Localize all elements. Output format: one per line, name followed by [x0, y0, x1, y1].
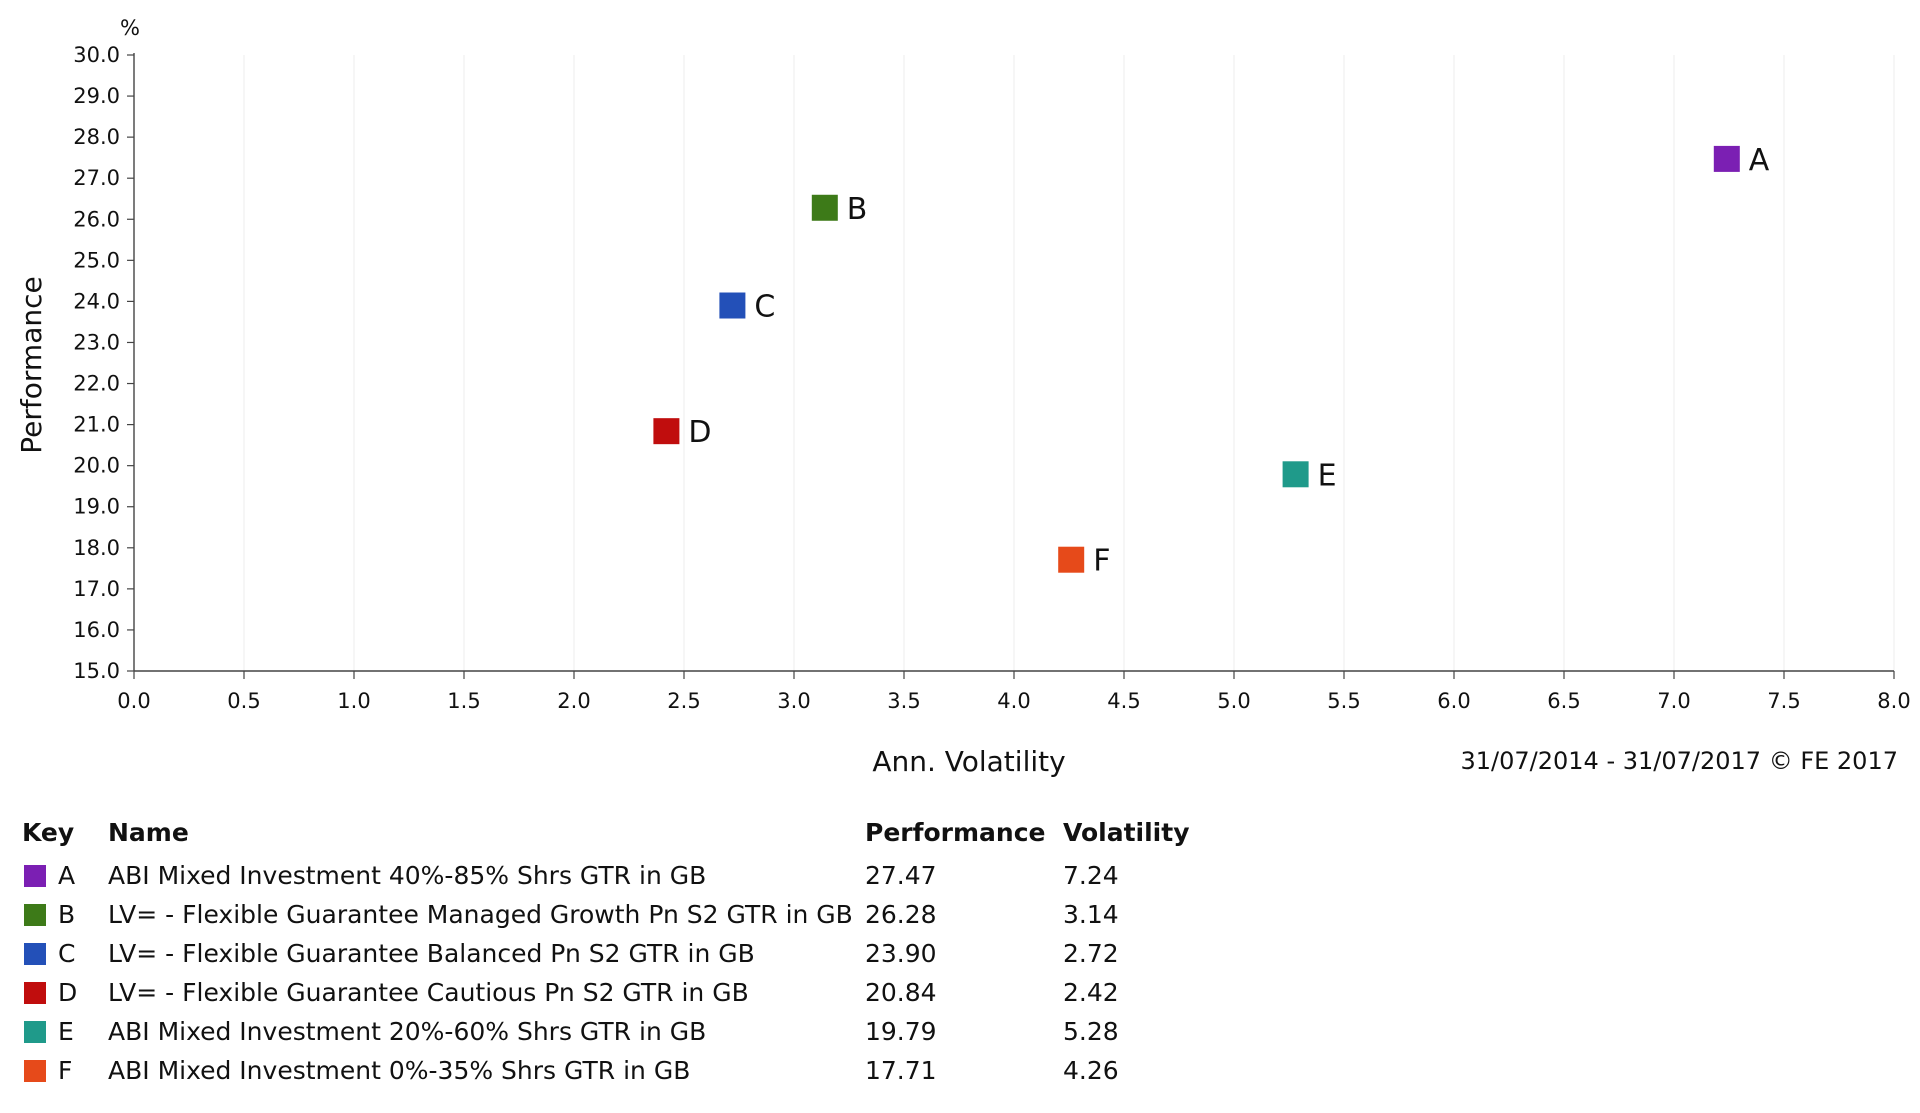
y-tick-label: 21.0 — [73, 413, 120, 437]
row-volatility: 3.14 — [1063, 900, 1119, 929]
scatter-chart: 0.0 0.5 1.0 1.5 2.0 2.5 3.0 3.5 4.0 4.5 5.0 5.5 6.0 6… — [15, 16, 1911, 778]
point-marker-b — [811, 194, 838, 221]
y-tick-label: 15.0 — [73, 659, 120, 683]
y-tick-label: 19.0 — [73, 495, 120, 519]
x-tick-label: 7.0 — [1657, 689, 1690, 713]
y-tick-label: 23.0 — [73, 330, 120, 354]
x-tick-label: 4.5 — [1107, 689, 1140, 713]
row-volatility: 2.42 — [1063, 978, 1119, 1007]
header-name: Name — [108, 818, 189, 847]
row-key: C — [58, 939, 76, 968]
x-tick-label: 1.5 — [447, 689, 480, 713]
x-tick-labels: 0.0 0.5 1.0 1.5 2.0 2.5 3.0 3.5 4.0 4.5 5.0 5.5 6.0 6… — [117, 689, 1910, 713]
row-name: ABI Mixed Investment 0%-35% Shrs GTR in … — [108, 1056, 691, 1085]
point-label-a: A — [1749, 143, 1770, 178]
row-key: B — [58, 900, 76, 929]
point-marker-d — [653, 418, 680, 445]
grid-lines — [243, 55, 1895, 671]
point-marker-a — [1713, 145, 1740, 172]
color-swatch — [24, 1021, 46, 1043]
x-tick-label: 2.0 — [557, 689, 590, 713]
point-label-e: E — [1318, 458, 1337, 493]
point-label-f: F — [1093, 544, 1110, 579]
y-tick-label: 28.0 — [73, 125, 120, 149]
period-label: 31/07/2014 - 31/07/2017 © FE 2017 — [1460, 747, 1898, 775]
point-label-c: C — [754, 290, 775, 325]
y-tick-label: 30.0 — [73, 43, 120, 67]
color-swatch — [24, 943, 46, 965]
row-name: LV= - Flexible Guarantee Cautious Pn S2 … — [108, 978, 749, 1007]
y-tick-label: 22.0 — [73, 372, 120, 396]
x-tick-label: 5.5 — [1327, 689, 1360, 713]
axes — [127, 53, 1895, 679]
row-performance: 27.47 — [865, 861, 937, 890]
x-tick-label: 6.5 — [1547, 689, 1580, 713]
y-tick-labels: 15.0 16.0 17.0 18.0 19.0 20.0 21.0 22.0 23.0 24.0… — [73, 43, 120, 683]
y-tick-label: 26.0 — [73, 207, 120, 231]
row-performance: 23.90 — [865, 939, 937, 968]
row-performance: 17.71 — [865, 1056, 937, 1085]
header-volatility: Volatility — [1063, 818, 1190, 847]
data-points: A B C D E F — [653, 143, 1770, 579]
row-name: ABI Mixed Investment 20%-60% Shrs GTR in… — [108, 1017, 707, 1046]
header-performance: Performance — [865, 818, 1046, 847]
row-key: F — [58, 1056, 73, 1085]
x-axis-title: Ann. Volatility — [872, 745, 1065, 778]
row-volatility: 5.28 — [1063, 1017, 1119, 1046]
row-performance: 20.84 — [865, 978, 937, 1007]
row-key: E — [58, 1017, 74, 1046]
y-tick-label: 24.0 — [73, 289, 120, 313]
point-marker-f — [1058, 546, 1085, 573]
x-tick-label: 8.0 — [1877, 689, 1910, 713]
row-name: LV= - Flexible Guarantee Balanced Pn S2 … — [108, 939, 755, 968]
y-tick-label: 17.0 — [73, 577, 120, 601]
y-tick-label: 20.0 — [73, 454, 120, 478]
x-tick-label: 3.5 — [887, 689, 920, 713]
y-tick-label: 18.0 — [73, 536, 120, 560]
row-key: D — [58, 978, 78, 1007]
x-tick-label: 4.0 — [997, 689, 1030, 713]
color-swatch — [24, 1060, 46, 1082]
y-unit-label: % — [120, 16, 140, 40]
x-tick-label: 1.0 — [337, 689, 370, 713]
header-key: Key — [22, 818, 75, 847]
x-tick-label: 5.0 — [1217, 689, 1250, 713]
y-tick-label: 27.0 — [73, 166, 120, 190]
color-swatch — [24, 982, 46, 1004]
row-performance: 26.28 — [865, 900, 937, 929]
y-tick-label: 29.0 — [73, 84, 120, 108]
x-tick-label: 0.5 — [227, 689, 260, 713]
y-tick-label: 25.0 — [73, 248, 120, 272]
x-tick-label: 6.0 — [1437, 689, 1470, 713]
row-volatility: 7.24 — [1063, 861, 1119, 890]
x-tick-label: 2.5 — [667, 689, 700, 713]
point-label-d: D — [688, 415, 711, 450]
y-tick-label: 16.0 — [73, 618, 120, 642]
row-volatility: 4.26 — [1063, 1056, 1119, 1085]
row-name: LV= - Flexible Guarantee Managed Growth … — [108, 900, 853, 929]
y-axis-title: Performance — [15, 276, 48, 453]
row-name: ABI Mixed Investment 40%-85% Shrs GTR in… — [108, 861, 707, 890]
x-tick-label: 0.0 — [117, 689, 150, 713]
color-swatch — [24, 865, 46, 887]
row-performance: 19.79 — [865, 1017, 937, 1046]
point-marker-e — [1282, 461, 1309, 488]
row-key: A — [58, 861, 76, 890]
row-volatility: 2.72 — [1063, 939, 1119, 968]
x-tick-label: 7.5 — [1767, 689, 1800, 713]
point-marker-c — [719, 292, 746, 319]
x-tick-label: 3.0 — [777, 689, 810, 713]
point-label-b: B — [847, 192, 868, 227]
color-swatch — [24, 904, 46, 926]
